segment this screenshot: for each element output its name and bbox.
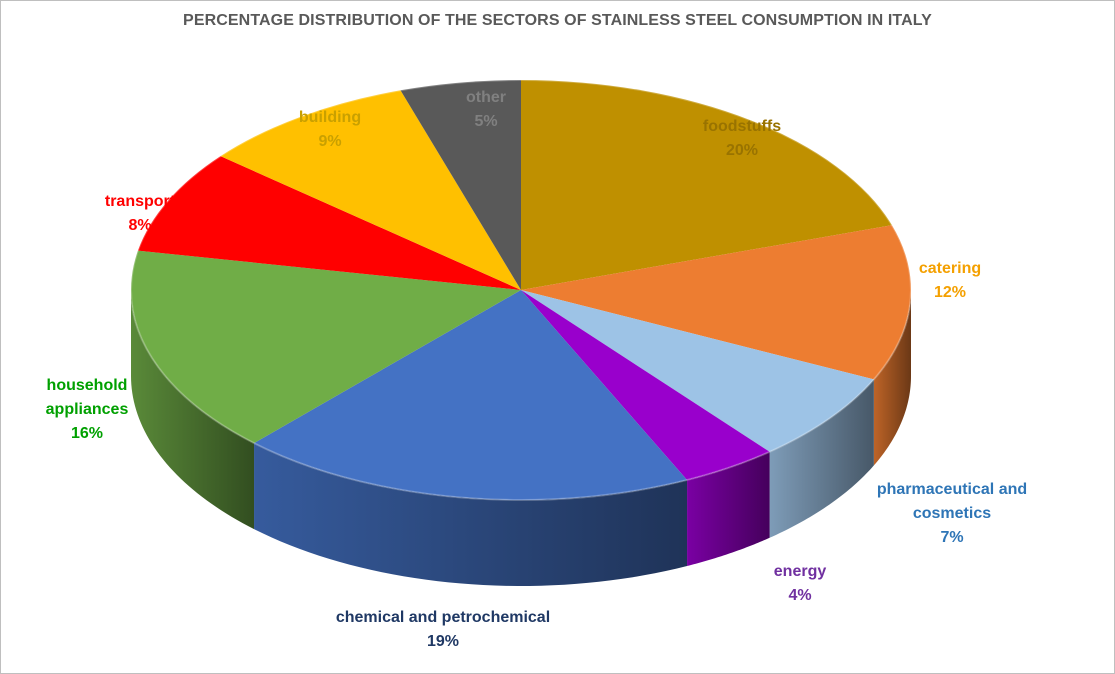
data-label-line: 19% bbox=[427, 633, 459, 650]
pie-rim bbox=[130, 79, 912, 501]
pie-slice-household-appliances bbox=[131, 250, 521, 444]
pie-side-chemical-and-petrochemical bbox=[254, 443, 688, 586]
data-label-catering: catering 12% bbox=[919, 260, 981, 301]
chart-title: PERCENTAGE DISTRIBUTION OF THE SECTORS O… bbox=[183, 12, 932, 29]
data-label-other: other 5% bbox=[466, 89, 506, 130]
data-label-line: transport bbox=[105, 193, 176, 210]
data-label-line: catering bbox=[919, 260, 981, 277]
pie-slice-building bbox=[220, 90, 521, 290]
pie-slice-chemical-and-petrochemical bbox=[254, 290, 688, 500]
data-label-line: building bbox=[299, 109, 361, 126]
pie-side-catering bbox=[873, 290, 911, 466]
data-label-foodstuffs: foodstuffs 20% bbox=[703, 118, 781, 159]
pie-slice-foodstuffs bbox=[521, 80, 892, 290]
pie-slice-pharmaceutical-and-cosmetics bbox=[521, 290, 874, 452]
pie-top bbox=[131, 80, 911, 500]
data-label-building: building 9% bbox=[299, 109, 361, 150]
data-label-line: cosmetics bbox=[913, 505, 991, 522]
data-label-line: 12% bbox=[934, 284, 966, 301]
data-label-transport: transport 8% bbox=[105, 193, 176, 234]
data-label-chemical-and-petrochemical: chemical and petrochemical 19% bbox=[336, 609, 550, 650]
data-label-line: pharmaceutical and bbox=[877, 481, 1027, 498]
pie-side-energy bbox=[687, 451, 770, 567]
data-label-line: 8% bbox=[128, 217, 151, 234]
data-label-line: 20% bbox=[726, 142, 758, 159]
data-label-energy: energy 4% bbox=[774, 563, 827, 604]
data-label-line: appliances bbox=[46, 401, 129, 418]
data-label-line: energy bbox=[774, 563, 827, 580]
pie-side-pharmaceutical-and-cosmetics bbox=[769, 379, 874, 538]
data-label-household-appliances: household appliances 16% bbox=[46, 377, 129, 442]
pie-slice-transport bbox=[137, 156, 521, 290]
data-label-pharmaceutical-and-cosmetics: pharmaceutical and cosmetics 7% bbox=[877, 481, 1027, 546]
data-label-line: household bbox=[47, 377, 128, 394]
pie-sides bbox=[131, 290, 911, 586]
data-label-line: 4% bbox=[788, 587, 811, 604]
data-label-line: 7% bbox=[940, 529, 963, 546]
data-label-line: 16% bbox=[71, 425, 103, 442]
data-label-line: foodstuffs bbox=[703, 118, 781, 135]
data-label-line: 9% bbox=[318, 133, 341, 150]
pie-side-household-appliances bbox=[131, 290, 255, 530]
data-label-line: other bbox=[466, 89, 506, 106]
pie-slice-energy bbox=[521, 290, 770, 481]
pie-slice-other bbox=[400, 80, 521, 290]
pie-slice-catering bbox=[521, 225, 911, 380]
data-label-line: chemical and petrochemical bbox=[336, 609, 550, 626]
data-label-line: 5% bbox=[474, 113, 497, 130]
data-labels: foodstuffs 20% catering 12% pharmaceutical a… bbox=[46, 89, 1027, 650]
